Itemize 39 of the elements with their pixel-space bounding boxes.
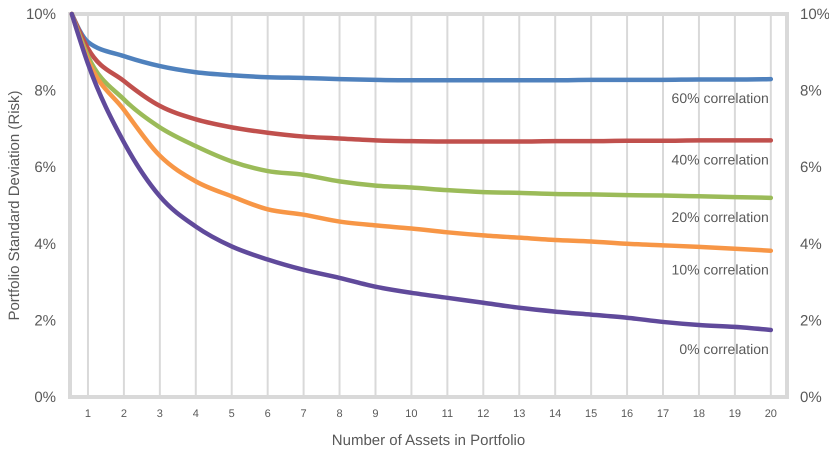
series-label: 40% correlation [672, 151, 769, 168]
y2-tick-label: 8% [800, 82, 822, 100]
y-tick-label: 2% [34, 312, 56, 330]
x-tick-label: 15 [585, 408, 598, 420]
x-tick-label: 16 [620, 408, 634, 420]
series-label: 0% correlation [679, 340, 769, 357]
x-tick-label: 11 [442, 408, 454, 420]
x-tick-label: 19 [728, 408, 742, 420]
x-tick-label: 14 [549, 408, 562, 420]
y2-tick-label: 2% [800, 312, 822, 330]
y-tick-label: 0% [34, 389, 56, 406]
y-tick-label: 8% [34, 82, 56, 100]
y-tick-label: 6% [34, 159, 56, 176]
x-tick-label: 5 [228, 408, 235, 420]
x-axis-title: Number of Assets in Portfolio [332, 432, 526, 449]
y-tick-label: 4% [34, 236, 56, 253]
y2-tick-label: 0% [800, 389, 822, 406]
x-tick-label: 6 [264, 408, 271, 420]
x-tick-label: 2 [120, 408, 127, 420]
x-tick-label: 1 [84, 408, 92, 420]
x-tick-label: 20 [764, 408, 777, 420]
x-tick-label: 10 [405, 408, 418, 420]
series-label: 60% correlation [672, 90, 769, 106]
y2-tick-label: 6% [800, 159, 822, 176]
y-tick-label: 10% [26, 6, 56, 23]
series-label: 20% correlation [672, 208, 769, 225]
x-tick-label: 8 [336, 408, 343, 420]
x-tick-label: 12 [477, 408, 490, 420]
x-tick-label: 17 [656, 408, 670, 420]
y-axis-title: Portfolio Standard Deviation (Risk) [6, 90, 23, 321]
y2-tick-label: 4% [800, 236, 822, 253]
x-tick-label: 7 [300, 408, 307, 420]
line-series [70, 12, 774, 332]
x-tick-label: 9 [372, 408, 379, 420]
series-label: 10% correlation [672, 262, 769, 278]
x-tick-label: 13 [513, 408, 526, 420]
x-tick-label: 18 [692, 408, 706, 420]
x-tick-label: 3 [156, 408, 163, 420]
x-tick-label: 4 [192, 408, 199, 420]
